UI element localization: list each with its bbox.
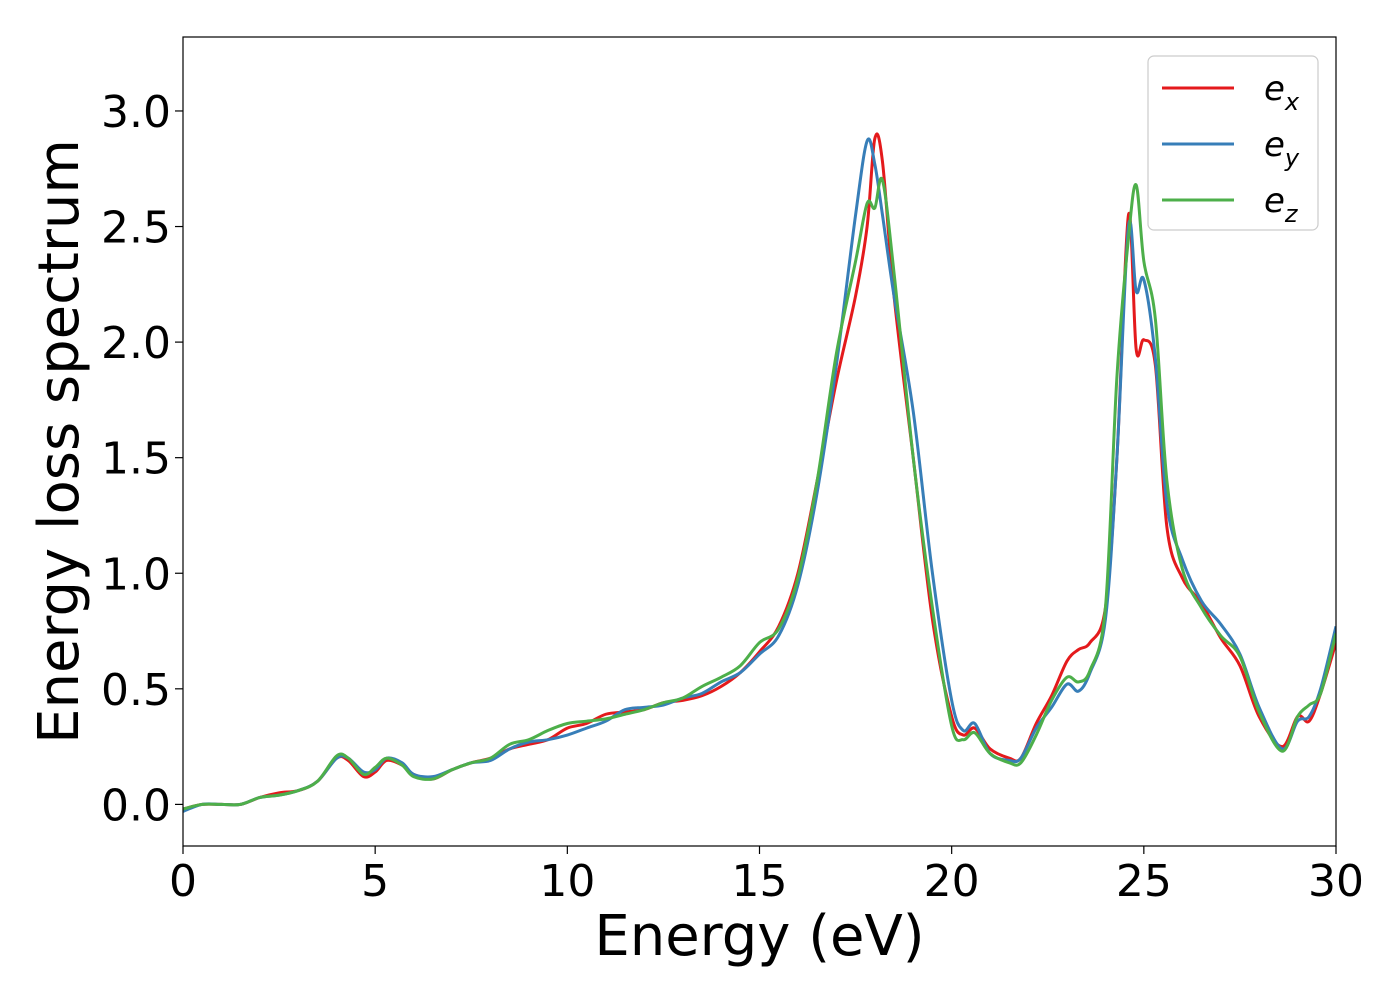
x-tick-label: 0 [169,856,197,907]
series-line-e-y [183,137,1336,813]
y-tick-label: 0.5 [101,665,171,716]
x-tick-label: 20 [924,856,980,907]
y-tick-label: 0.0 [101,780,171,831]
x-tick-label: 10 [539,856,595,907]
x-tick-label: 5 [361,856,389,907]
y-tick-label: 2.0 [101,318,171,369]
series-layer [183,132,1336,813]
x-tick-label: 25 [1116,856,1172,907]
x-axis: 0 5 10 15 20 25 30 [169,846,1364,907]
y-tick-label: 2.5 [101,203,171,254]
y-axis: 0.0 0.5 1.0 1.5 2.0 2.5 3.0 [101,87,183,831]
y-axis-title: Energy loss spectrum [27,139,92,744]
legend: ex ey ez [1147,55,1319,231]
x-tick-label: 15 [732,856,788,907]
legend-label-y: ey [1264,125,1300,172]
legend-label-z: ez [1264,181,1299,228]
y-tick-label: 1.0 [101,549,171,600]
y-tick-label: 3.0 [101,87,171,138]
x-tick-label: 30 [1308,856,1364,907]
y-tick-label: 1.5 [101,434,171,485]
series-line-e-z [183,176,1336,811]
legend-label-x: ex [1264,69,1300,116]
x-axis-title: Energy (eV) [594,904,924,969]
